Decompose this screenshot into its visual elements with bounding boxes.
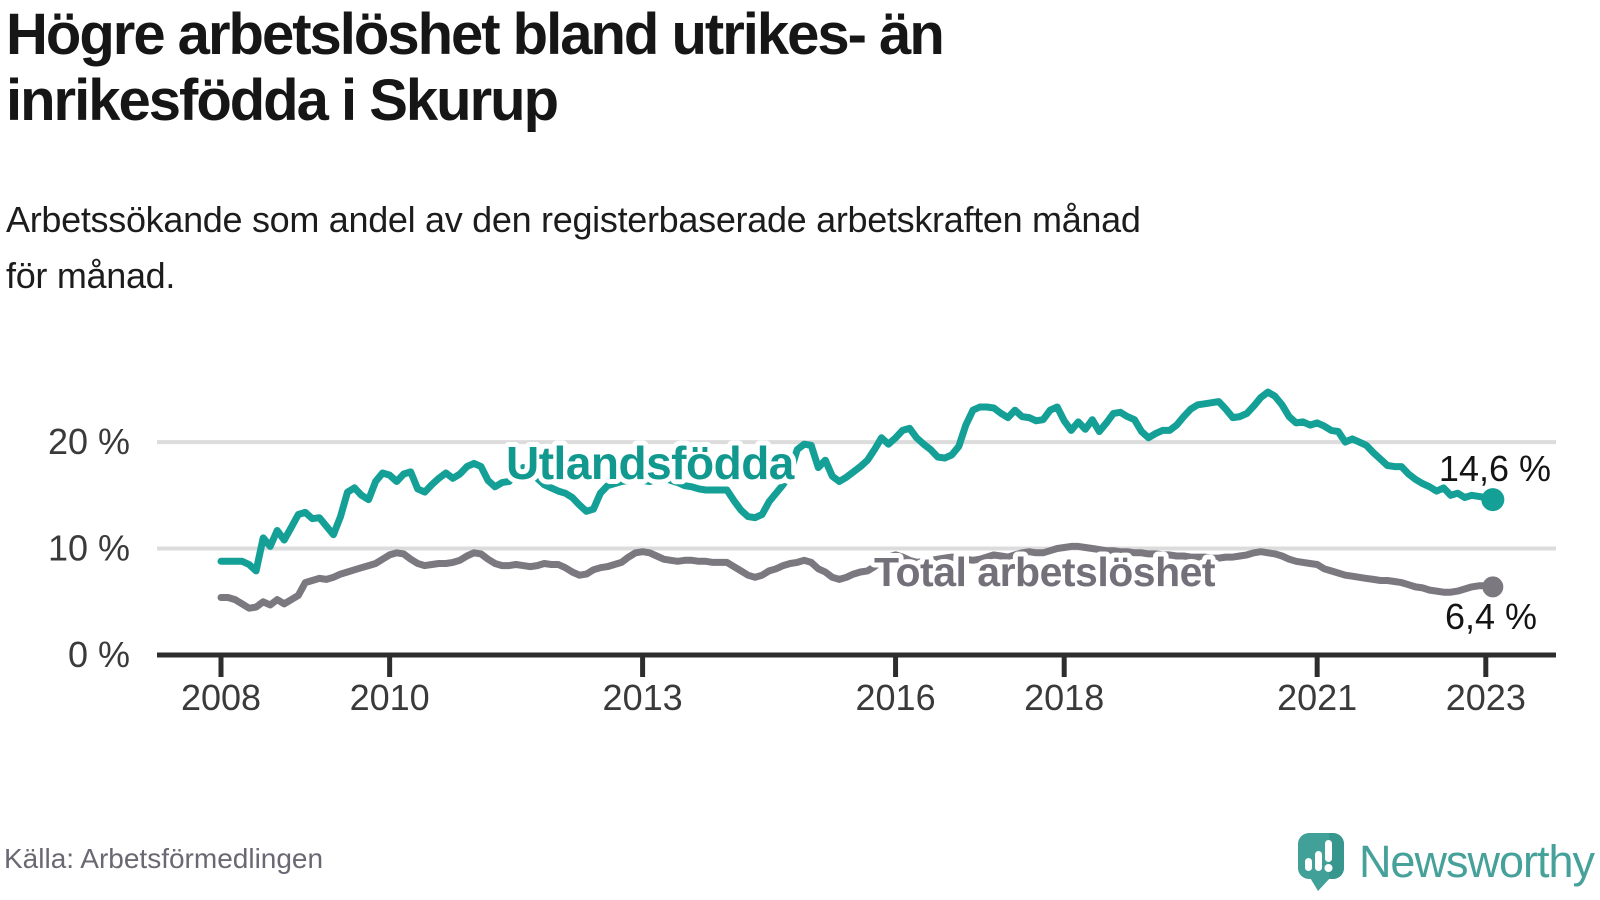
subtitle-line-2: för månad.: [6, 255, 176, 296]
end-value-label-utlandsfodda: 14,6 %: [1439, 448, 1551, 489]
chart-subtitle: Arbetssökande som andel av den registerb…: [6, 192, 1141, 304]
x-axis-label: 2023: [1446, 677, 1526, 718]
y-axis-label: 20 %: [48, 421, 130, 462]
gridlines: [157, 440, 1556, 551]
series-line-total: [217, 542, 1497, 612]
title-line-1: Högre arbetslöshet bland utrikes- än: [6, 2, 945, 67]
series-label-utlandsfodda: Utlandsfödda: [506, 437, 795, 489]
newsworthy-logo-icon: [1297, 833, 1344, 891]
series-end-dot-utlandsfodda: [1481, 488, 1505, 512]
source-note: Källa: Arbetsförmedlingen: [4, 843, 324, 874]
x-axis-label: 2018: [1024, 677, 1104, 718]
title-line-2: inrikesfödda i Skurup: [6, 68, 559, 133]
newsworthy-wordmark: Newsworthy: [1358, 836, 1595, 887]
x-axis-label: 2021: [1277, 677, 1357, 718]
newsworthy-logo: Newsworthy: [1297, 832, 1595, 892]
x-axis-label: 2013: [603, 677, 683, 718]
end-value-label-total: 6,4 %: [1445, 596, 1537, 637]
subtitle-line-1: Arbetssökande som andel av den registerb…: [6, 199, 1141, 240]
x-axis-label: 2008: [181, 677, 261, 718]
series-lines: [217, 388, 1505, 612]
y-axis-label: 0 %: [68, 634, 130, 675]
series-line-utlandsfodda: [217, 388, 1497, 575]
x-axis-label: 2010: [350, 677, 430, 718]
page-title: Högre arbetslöshet bland utrikes- än inr…: [6, 2, 945, 134]
y-axis-label: 10 %: [48, 528, 130, 569]
x-axis: 2008 2010 2013 2016 2018 2021 2023: [157, 652, 1556, 718]
series-end-dot-total: [1482, 576, 1504, 598]
series-label-total-arbetsloshet: Total arbetslöshet: [874, 549, 1216, 595]
x-axis-label: 2016: [856, 677, 936, 718]
y-axis-labels: 0 % 10 % 20 %: [48, 421, 130, 675]
